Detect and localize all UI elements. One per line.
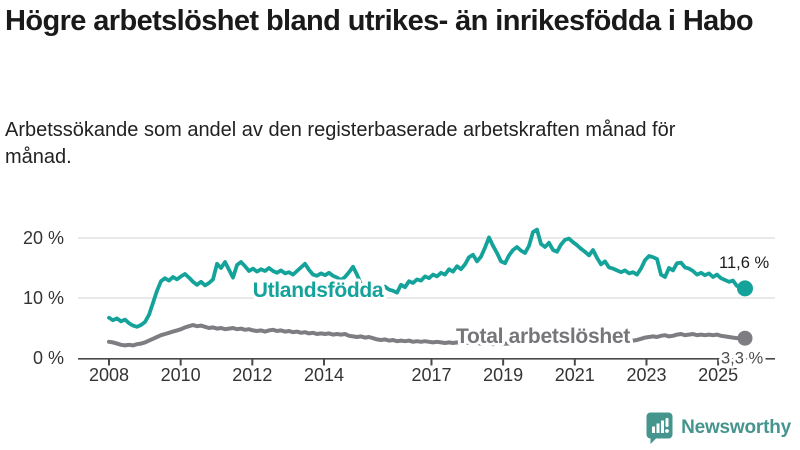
brand-wordmark: Newsworthy [681, 416, 791, 438]
chart-subtitle: Arbetssökande som andel av den registerb… [5, 119, 676, 168]
page-title: Högre arbetslöshet bland utrikes- än inr… [5, 5, 754, 37]
y-tick-label-10: 10 % [23, 288, 64, 308]
end-dot-utlandsfodda [737, 280, 753, 297]
x-tick-label-2025: 2025 [698, 365, 738, 385]
end-dot-total [737, 330, 753, 346]
x-tick-label-2008: 2008 [89, 365, 129, 385]
bar-1 [652, 426, 656, 433]
end-value-label-utlandsfodda: 11,6 % [719, 254, 769, 272]
bar-2 [656, 423, 660, 433]
x-tick-label-2023: 2023 [626, 365, 666, 385]
series-label-utlandsfodda: Utlandsfödda [253, 279, 384, 302]
series-line-utlandsfodda [107, 227, 747, 329]
end-value-label-total: 3,3 % [721, 350, 764, 368]
exclamation-dot [665, 429, 669, 433]
newsworthy-logo: Newsworthy [645, 411, 791, 444]
x-tick-label-2014: 2014 [304, 365, 344, 385]
x-tick-label-2012: 2012 [232, 365, 272, 385]
x-tick-label-2010: 2010 [161, 365, 201, 385]
series-label-total: Total arbetslöshet [456, 325, 630, 348]
x-tick-label-2021: 2021 [555, 365, 595, 385]
series-line-total [107, 323, 747, 348]
y-tick-label-0: 0 % [33, 348, 64, 368]
unemployment-line-chart: 2008 2010 2012 2014 2017 2019 2021 2023 2025 0 % 1… [23, 227, 775, 385]
x-tick-label-2017: 2017 [411, 365, 451, 385]
newsworthy-bubble-icon [646, 412, 673, 444]
exclamation-stem [665, 418, 669, 427]
y-tick-label-20: 20 % [23, 228, 64, 248]
x-tick-label-2019: 2019 [483, 365, 523, 385]
bar-3 [661, 420, 665, 433]
